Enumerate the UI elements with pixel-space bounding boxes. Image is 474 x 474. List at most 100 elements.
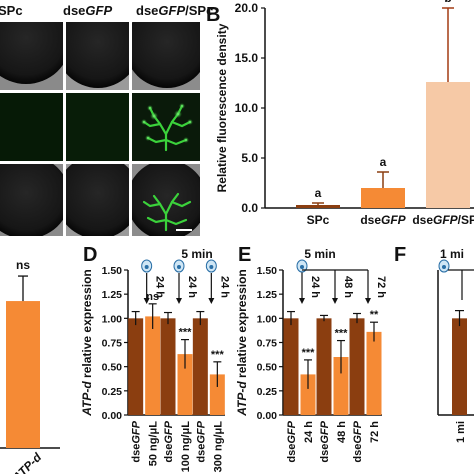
chart-b-bar — [296, 205, 340, 208]
panel-letter-d: D — [83, 244, 98, 266]
insect-icon — [442, 265, 446, 269]
chart-e-ytick-label: 1.25 — [257, 289, 278, 301]
chart-d-bar — [209, 374, 225, 415]
chart-b-ytick-label: 10.0 — [235, 101, 259, 115]
chart-e-ytick-label: 0.75 — [257, 338, 278, 350]
chart-d-arrow-label: 24 h — [218, 276, 230, 298]
chart-e-xlabel: 72 h — [369, 421, 381, 443]
micrograph-grid — [0, 22, 200, 236]
chart-e-arrowhead — [365, 298, 371, 304]
insect-icon — [177, 265, 181, 269]
chart-d-sig: *** — [179, 327, 193, 339]
chart-d-xlabel: 300 ng/μL — [212, 421, 224, 473]
chart-d-bar — [192, 318, 208, 415]
chart-e-xlabel: 48 h — [336, 421, 348, 443]
chart-d-sig: ns — [146, 291, 159, 303]
chart-d-xlabel: dseGFP — [131, 420, 143, 462]
chart-f-partial: 1 mi 1 mi — [437, 247, 474, 443]
chart-e-bar — [366, 331, 382, 415]
chart-f-xlabel: 1 mi — [455, 421, 467, 443]
chart-e-xlabel: dseGFP — [319, 420, 331, 462]
chart-d-time-label: 5 min — [181, 247, 212, 261]
chart-e-arrow-label: 48 h — [342, 276, 354, 298]
chart-e-arrow-label: 24 h — [309, 276, 321, 298]
chart-d-arrowhead — [176, 298, 182, 304]
chart-e-time-label: 5 min — [304, 247, 335, 261]
chart-b-category-label: dseGFP — [360, 213, 406, 227]
chart-d-arrowhead — [208, 298, 215, 304]
tile-fluor-2 — [66, 93, 129, 161]
chart-d-bar — [177, 354, 193, 415]
chart-e-xlabel: dseGFP — [352, 420, 364, 462]
chart-d-ylabel: ATP-d relative expression — [80, 269, 94, 417]
panelA-col-header-2: dseGFP — [63, 3, 113, 18]
chart-e-arrowhead — [299, 298, 305, 304]
chart-d-arrow-label: 24 h — [186, 276, 198, 298]
chart-e-bar — [283, 318, 299, 415]
chart-b-bar — [426, 82, 470, 208]
chart-e-ytick-label: 0.00 — [257, 410, 278, 422]
chart-e-sig: ** — [370, 309, 379, 321]
chart-d-ytick-label: 0.00 — [102, 410, 123, 422]
chart-e-arrowhead — [332, 298, 338, 304]
chart-e-ytick-label: 0.25 — [257, 386, 278, 398]
chart-b-sig-letter: a — [315, 186, 322, 200]
chart-b-category-label: SPc — [307, 213, 330, 227]
panel-letter-b: B — [206, 4, 221, 26]
chart-f-time-label: 1 mi — [440, 247, 464, 261]
chart-d-arrow-label: 24 h — [154, 276, 166, 298]
chart-d-arrowhead — [143, 298, 150, 304]
chart-c-bar — [6, 301, 40, 448]
panelA-col-header-3: dseGFP/SPc — [136, 3, 214, 18]
chart-b: 0.0 5.0 10.0 15.0 20.0 Relative fluorescence … — [215, 0, 474, 227]
chart-d-ytick-label: 0.50 — [102, 362, 123, 374]
chart-d-xlabel: 100 ng/μL — [180, 421, 192, 473]
panel-letter-f: F — [394, 244, 407, 266]
chart-b-sig-letter: a — [380, 155, 387, 169]
chart-f-bar — [452, 318, 467, 415]
chart-e-bar — [300, 374, 316, 415]
tile-merge-3 — [132, 164, 200, 236]
chart-d-ytick-label: 1.00 — [102, 313, 123, 325]
chart-b-ytick-label: 15.0 — [235, 51, 259, 65]
chart-d-sig: *** — [211, 349, 225, 361]
chart-d-ytick-label: 1.25 — [102, 289, 123, 301]
chart-e-bar — [333, 357, 349, 415]
chart-e-bar — [349, 318, 365, 415]
chart-b-ylabel: Relative fluorescence density — [215, 23, 229, 192]
chart-c-sig: ns — [16, 258, 30, 272]
chart-e-sig: *** — [335, 328, 349, 340]
chart-e: 0.00 0.25 0.50 0.75 1.00 1.25 1.50 ATP-d relati… — [235, 247, 387, 463]
chart-e-ytick-label: 1.50 — [257, 265, 278, 277]
chart-b-ytick-label: 5.0 — [241, 151, 258, 165]
chart-e-ylabel: ATP-d relative expression — [235, 269, 249, 417]
panelA-col-header-1: SPc — [0, 3, 23, 18]
panel-letter-e: E — [238, 244, 252, 266]
chart-e-xlabel: 24 h — [303, 421, 315, 443]
tile-bright-1 — [0, 22, 63, 90]
chart-e-sig: *** — [302, 347, 316, 359]
chart-d-ytick-label: 1.50 — [102, 265, 123, 277]
chart-d-xlabel: 50 ng/μL — [148, 421, 160, 467]
chart-b-ytick-label: 20.0 — [235, 1, 259, 15]
chart-e-xlabel: dseGFP — [286, 420, 298, 462]
chart-e-arrow-label: 72 h — [375, 276, 387, 298]
chart-e-bar — [316, 318, 332, 415]
chart-e-ytick-label: 0.50 — [257, 362, 278, 374]
panel-a: SPc dseGFP dseGFP/SPc — [0, 0, 213, 236]
tile-merge-1 — [0, 164, 63, 236]
tile-fluor-3 — [132, 93, 200, 161]
chart-d: 0.00 0.25 0.50 0.75 1.00 1.25 1.50 ATP-d relati… — [80, 247, 230, 472]
chart-d-xlabel: dseGFP — [195, 420, 207, 462]
chart-b-bar — [361, 188, 405, 208]
insect-icon — [144, 265, 149, 269]
chart-c-partial: ns ATP-d — [0, 258, 60, 474]
chart-d-bar — [160, 318, 176, 415]
chart-d-ytick-label: 0.75 — [102, 338, 123, 350]
tile-bright-3 — [132, 22, 200, 90]
chart-d-ytick-label: 0.25 — [102, 386, 123, 398]
tile-bright-2 — [66, 22, 129, 90]
chart-e-ytick-label: 1.00 — [257, 313, 278, 325]
chart-c-category-label: ATP-d — [9, 450, 44, 474]
